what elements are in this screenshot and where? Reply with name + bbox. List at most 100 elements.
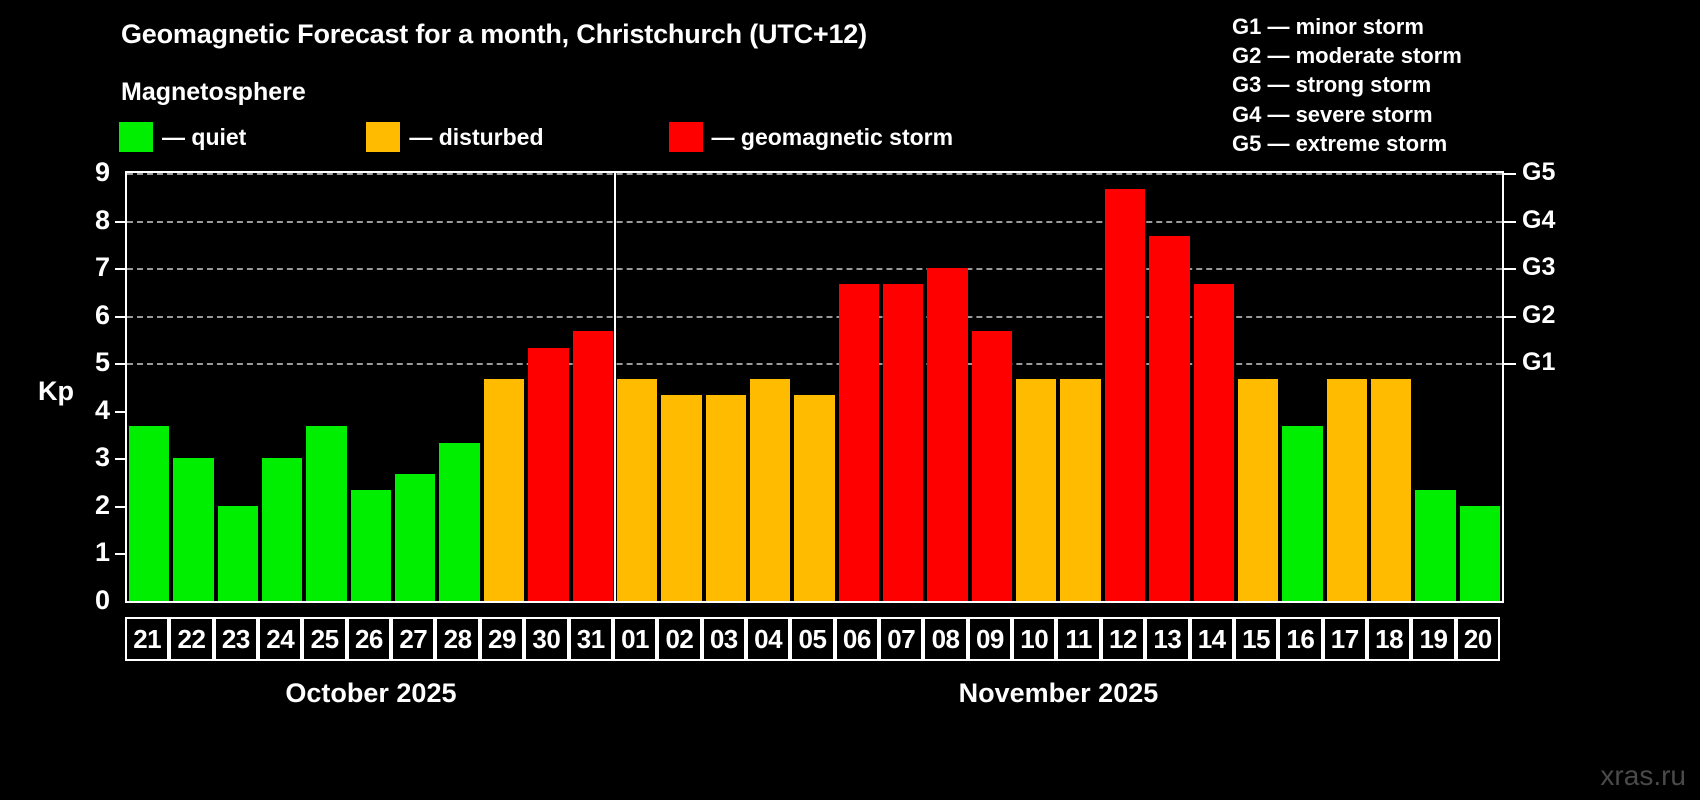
bar-day-21: [129, 426, 170, 601]
day-label-11: 11: [1056, 617, 1101, 661]
legend-label-disturbed: — disturbed: [409, 123, 544, 150]
day-label-21: 21: [125, 617, 170, 661]
bar-day-25: [306, 426, 347, 601]
g-legend-row-2: G2 — moderate storm: [1232, 43, 1462, 69]
y-tick-label-2: 2: [94, 489, 110, 520]
day-label-05: 05: [790, 617, 835, 661]
bar-day-17: [1326, 378, 1367, 601]
g-legend-row-3: G3 — strong storm: [1232, 72, 1432, 98]
bar-day-04: [749, 378, 791, 601]
day-label-31: 31: [568, 617, 613, 661]
bar-day-31: [572, 331, 613, 601]
day-label-09: 09: [967, 617, 1013, 661]
day-label-03: 03: [701, 617, 746, 661]
bar-day-19: [1415, 490, 1456, 601]
day-label-17: 17: [1322, 617, 1367, 661]
bars-layer: [127, 173, 1502, 601]
day-label-12: 12: [1100, 617, 1146, 661]
day-label-16: 16: [1278, 617, 1323, 661]
bar-day-09: [971, 331, 1013, 601]
bar-day-10: [1016, 378, 1057, 601]
bar-day-18: [1370, 378, 1412, 601]
watermark: xras.ru: [1600, 760, 1686, 791]
day-label-07: 07: [879, 617, 924, 661]
month-caption-1: October 2025: [285, 678, 457, 708]
y-tick-mark-3: [115, 458, 125, 461]
plot-area: [125, 171, 1504, 603]
y-tick-label-7: 7: [94, 252, 110, 283]
bar-day-02: [661, 395, 702, 601]
bar-day-07: [883, 283, 924, 601]
g-legend-row-1: G1 — minor storm: [1232, 14, 1424, 39]
g-axis-tick-G3: [1504, 268, 1516, 271]
g-legend-row-5: G5 — extreme storm: [1232, 130, 1448, 156]
bar-day-27: [395, 474, 436, 601]
g-scale-legend: G1 — minor storm G2 — moderate storm G3 — …: [1232, 12, 1462, 158]
bar-day-06: [838, 283, 880, 601]
y-tick-mark-7: [115, 268, 125, 271]
g-axis-tick-G1: [1504, 363, 1516, 366]
y-tick-label-1: 1: [94, 537, 110, 568]
bar-day-20: [1459, 505, 1500, 601]
day-label-15: 15: [1233, 617, 1279, 661]
bar-day-08: [927, 268, 968, 601]
day-label-25: 25: [302, 617, 347, 661]
day-label-20: 20: [1455, 617, 1500, 661]
day-label-26: 26: [346, 617, 392, 661]
bar-day-28: [439, 442, 480, 601]
legend-label-storm: — geomagnetic storm: [711, 123, 954, 150]
y-tick-mark-8: [115, 220, 125, 223]
bar-day-12: [1104, 188, 1146, 601]
gridline-kp-6: [127, 315, 1502, 318]
y-tick-label-0: 0: [94, 585, 110, 615]
y-tick-mark-5: [115, 363, 125, 366]
day-label-06: 06: [834, 617, 880, 661]
day-labels-row: 21 22 23 24 25 26 27 28 29 30 31 01 02 03 04 05 06 07 08 09…: [125, 617, 1504, 661]
bar-day-14: [1193, 283, 1234, 601]
legend-entry-quiet: — quiet: [119, 122, 246, 152]
g-axis-label-G2: G2: [1522, 300, 1556, 329]
day-label-02: 02: [657, 617, 702, 661]
legend-label-quiet: — quiet: [162, 123, 247, 150]
g-axis-tick-G4: [1504, 220, 1516, 223]
bar-day-26: [350, 490, 392, 601]
gridline-kp-8: [127, 220, 1502, 223]
bar-day-16: [1282, 426, 1323, 601]
day-label-24: 24: [258, 617, 303, 661]
legend-swatch-storm: [668, 122, 703, 152]
day-label-19: 19: [1411, 617, 1456, 661]
bar-day-24: [262, 458, 303, 601]
bar-day-05: [794, 395, 835, 601]
bar-day-30: [528, 347, 569, 601]
bar-day-11: [1060, 378, 1101, 601]
day-label-28: 28: [435, 617, 480, 661]
bar-day-23: [217, 505, 259, 601]
magnetosphere-label: Magnetosphere: [121, 78, 306, 106]
g-axis-label-G1: G1: [1522, 348, 1556, 377]
day-label-22: 22: [169, 617, 214, 661]
month-caption-2: November 2025: [958, 678, 1159, 708]
y-tick-label-6: 6: [94, 299, 110, 330]
y-tick-label-3: 3: [94, 442, 110, 473]
g-axis-label-G3: G3: [1522, 253, 1556, 282]
g-legend-row-4: G4 — severe storm: [1232, 101, 1433, 127]
bar-day-01: [616, 378, 658, 601]
g-axis-tick-G2: [1504, 315, 1516, 318]
g-axis-label-G4: G4: [1522, 205, 1556, 234]
y-tick-mark-6: [115, 315, 125, 318]
day-label-04: 04: [745, 617, 791, 661]
y-tick-label-8: 8: [94, 204, 110, 235]
bar-day-29: [483, 378, 525, 601]
y-tick-mark-1: [115, 553, 125, 556]
legend-entry-disturbed: — disturbed: [366, 122, 544, 152]
gridline-kp-5: [127, 363, 1502, 366]
y-tick-label-4: 4: [94, 394, 110, 425]
bar-day-15: [1237, 378, 1279, 601]
g-axis-tick-G5: [1504, 173, 1516, 175]
gridline-kp-7: [127, 268, 1502, 271]
day-label-30: 30: [524, 617, 569, 661]
legend-entry-storm: — geomagnetic storm: [668, 122, 954, 152]
y-tick-label-5: 5: [94, 347, 110, 378]
y-axis-title: Kp: [38, 376, 74, 406]
month-divider: [613, 173, 616, 601]
